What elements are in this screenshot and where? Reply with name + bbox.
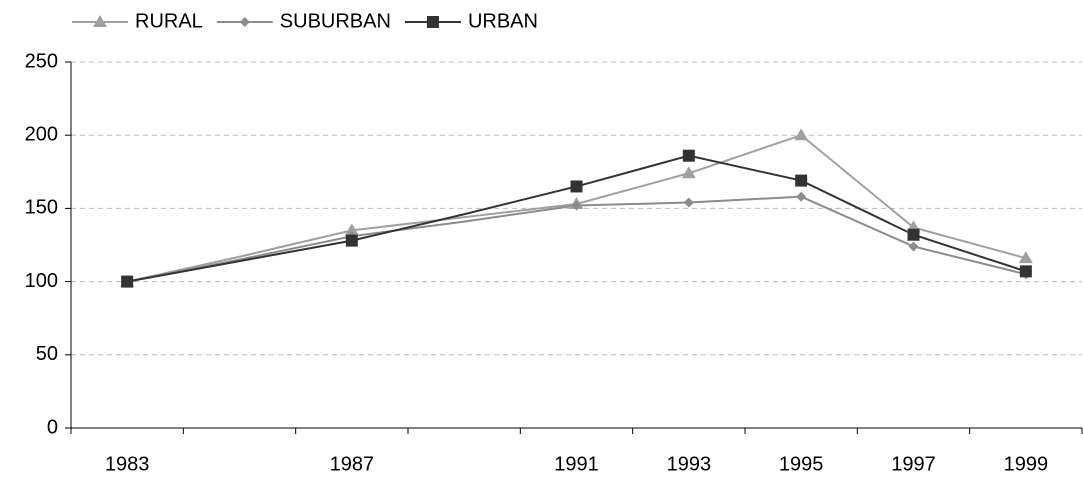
x-tick-label: 1997 <box>891 453 936 475</box>
marker <box>93 15 107 27</box>
legend-label: URBAN <box>468 10 538 32</box>
marker <box>796 191 807 202</box>
marker <box>681 166 696 179</box>
y-tick-label: 200 <box>25 123 58 145</box>
y-tick-label: 250 <box>25 50 58 72</box>
marker <box>1019 265 1032 278</box>
marker <box>344 223 359 236</box>
x-tick-label: 1995 <box>779 453 824 475</box>
legend-item: URBAN <box>404 10 538 32</box>
series-line <box>126 154 1027 283</box>
x-tick-label: 1999 <box>1004 453 1049 475</box>
y-tick-label: 100 <box>25 270 58 292</box>
marker <box>121 275 134 288</box>
y-tick-label: 0 <box>47 416 58 438</box>
x-tick-label: 1991 <box>554 453 599 475</box>
marker <box>570 180 583 193</box>
y-tick-label: 150 <box>25 197 58 219</box>
legend-label: SUBURBAN <box>280 10 391 32</box>
legend-item: RURAL <box>72 10 203 32</box>
marker <box>571 200 582 211</box>
marker <box>239 17 250 27</box>
marker <box>908 241 919 252</box>
marker <box>1018 251 1033 264</box>
y-tick-label: 50 <box>36 343 58 365</box>
x-tick-label: 1993 <box>667 453 712 475</box>
marker <box>426 16 439 28</box>
x-tick-label: 1987 <box>330 453 375 475</box>
marker <box>907 228 920 241</box>
legend-label: RURAL <box>135 10 203 32</box>
marker <box>795 174 808 187</box>
marker <box>345 234 358 247</box>
legend-item: SUBURBAN <box>216 10 391 32</box>
marker <box>682 149 695 162</box>
marker <box>794 128 809 141</box>
marker <box>683 197 694 208</box>
x-tick-label: 1983 <box>105 453 150 475</box>
